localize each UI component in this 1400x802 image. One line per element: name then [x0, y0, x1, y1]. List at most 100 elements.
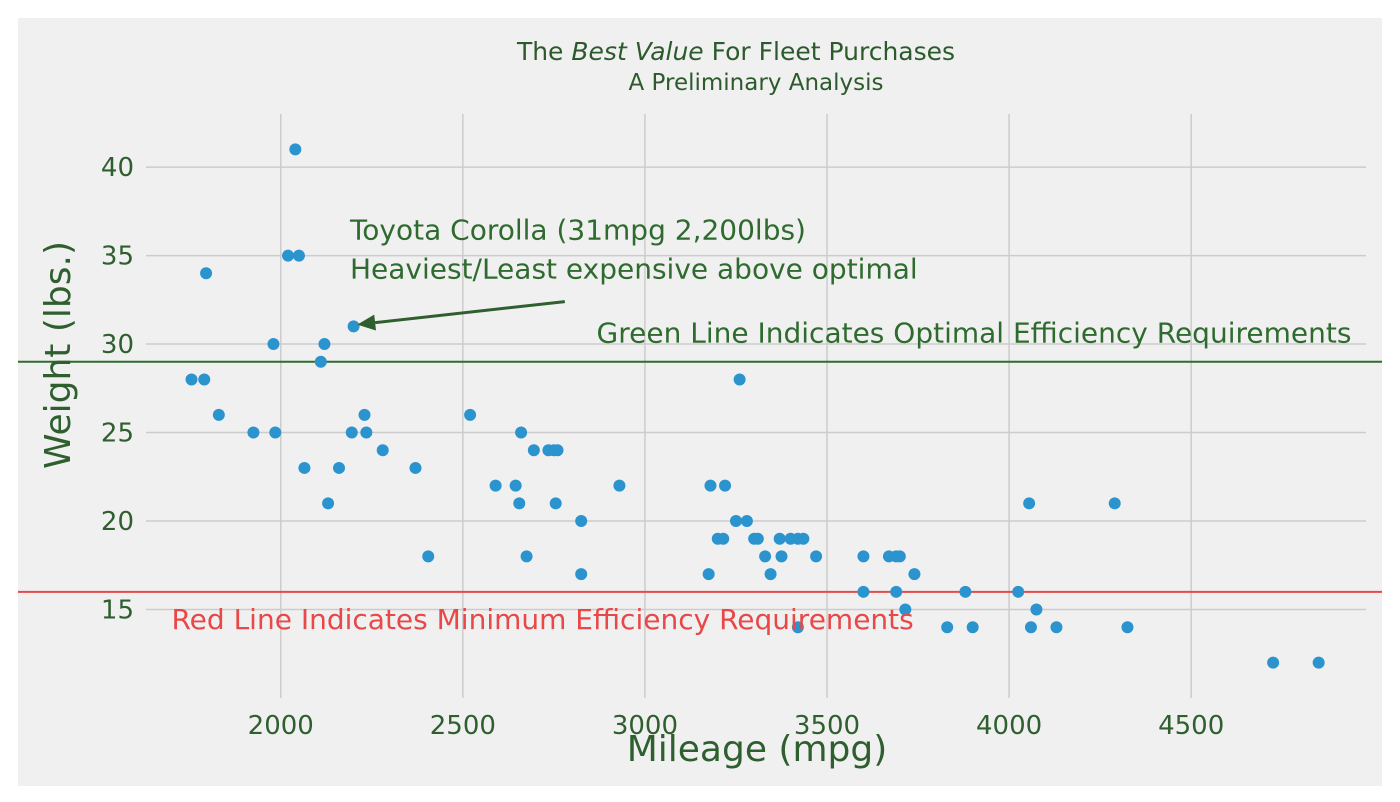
data-point	[719, 479, 732, 492]
y-axis-label: Weight (lbs.)	[38, 241, 79, 469]
data-point	[527, 444, 540, 457]
data-point	[751, 532, 764, 545]
data-point	[890, 585, 903, 598]
data-point	[575, 568, 588, 581]
chart-title-emph: Best Value	[571, 37, 703, 66]
data-point	[513, 497, 526, 510]
data-point	[1030, 603, 1043, 616]
data-point	[729, 515, 742, 528]
data-point	[893, 550, 906, 563]
data-point	[292, 249, 305, 262]
corolla-label-line1: Toyota Corolla (31mpg 2,200lbs)	[349, 214, 806, 247]
data-point	[908, 568, 921, 581]
data-point	[282, 249, 295, 262]
data-point	[409, 461, 422, 474]
data-point	[759, 550, 772, 563]
data-points	[185, 143, 1325, 669]
data-point	[347, 320, 360, 333]
data-point	[200, 267, 213, 280]
red-line-label: Red Line Indicates Minimum Efficiency Re…	[171, 603, 913, 636]
data-point	[198, 373, 211, 386]
data-point	[941, 621, 954, 634]
data-point	[298, 461, 311, 474]
chart-title-pre: The	[516, 37, 571, 66]
data-point	[899, 603, 912, 616]
data-point	[733, 373, 746, 386]
arrow-head	[357, 314, 376, 331]
data-point	[1050, 621, 1063, 634]
data-point	[520, 550, 533, 563]
x-tick-label: 2500	[430, 711, 496, 741]
data-point	[376, 444, 389, 457]
data-point	[318, 338, 331, 351]
x-tick-label: 4500	[1158, 711, 1224, 741]
data-point	[247, 426, 260, 439]
x-tick-label: 2000	[248, 711, 314, 741]
data-point	[810, 550, 823, 563]
y-tick-label: 35	[101, 242, 134, 272]
arrow-shaft	[374, 300, 565, 325]
data-point	[959, 585, 972, 598]
data-point	[289, 143, 302, 156]
data-point	[322, 497, 335, 510]
data-point	[775, 550, 788, 563]
data-point	[212, 408, 225, 421]
data-point	[1312, 656, 1325, 669]
data-point	[345, 426, 358, 439]
data-point	[717, 532, 730, 545]
x-tick-label: 3500	[794, 711, 860, 741]
corolla-label-line2: Heaviest/Least expensive above optimal	[350, 253, 918, 286]
annotations: Green Line Indicates Optimal Efficiency …	[171, 214, 1351, 636]
data-point	[358, 408, 371, 421]
data-point	[1267, 656, 1280, 669]
data-point	[575, 515, 588, 528]
scatter-chart: Green Line Indicates Optimal Efficiency …	[18, 37, 1382, 770]
chart-subtitle: A Preliminary Analysis	[629, 70, 884, 96]
data-point	[613, 479, 626, 492]
data-point	[1023, 497, 1036, 510]
data-point	[857, 550, 870, 563]
data-point	[1012, 585, 1025, 598]
data-point	[314, 355, 327, 368]
data-point	[185, 373, 198, 386]
data-point	[857, 585, 870, 598]
data-point	[267, 338, 280, 351]
data-point	[702, 568, 715, 581]
data-point	[551, 444, 564, 457]
data-point	[791, 621, 804, 634]
y-tick-label: 30	[101, 330, 134, 360]
chart-title-post: For Fleet Purchases	[704, 37, 955, 66]
y-tick-label: 25	[101, 419, 134, 449]
data-point	[966, 621, 979, 634]
data-point	[764, 568, 777, 581]
grid	[146, 114, 1366, 698]
y-tick-label: 40	[101, 153, 134, 183]
data-point	[464, 408, 477, 421]
green-line-label: Green Line Indicates Optimal Efficiency …	[597, 316, 1352, 349]
data-point	[704, 479, 717, 492]
x-tick-label: 4000	[976, 711, 1042, 741]
data-point	[740, 515, 753, 528]
data-point	[509, 479, 522, 492]
data-point	[269, 426, 282, 439]
data-point	[1024, 621, 1037, 634]
chart-title: The Best Value For Fleet Purchases	[516, 37, 955, 66]
annotation-arrow	[357, 300, 565, 331]
y-tick-label: 20	[101, 507, 134, 537]
x-axis-label: Mileage (mpg)	[627, 729, 888, 770]
data-point	[797, 532, 810, 545]
y-tick-labels: 15 20 25 30 35 40	[101, 153, 134, 625]
reference-lines	[18, 360, 1382, 593]
data-point	[773, 532, 786, 545]
data-point	[422, 550, 435, 563]
y-tick-label: 15	[101, 596, 134, 626]
figure: Green Line Indicates Optimal Efficiency …	[18, 18, 1382, 786]
data-point	[489, 479, 502, 492]
x-tick-labels: 2000 2500 3000 3500 4000 4500	[248, 711, 1225, 741]
x-tick-label: 3000	[612, 711, 678, 741]
data-point	[549, 497, 562, 510]
data-point	[1108, 497, 1121, 510]
data-point	[360, 426, 373, 439]
data-point	[515, 426, 528, 439]
data-point	[1121, 621, 1134, 634]
